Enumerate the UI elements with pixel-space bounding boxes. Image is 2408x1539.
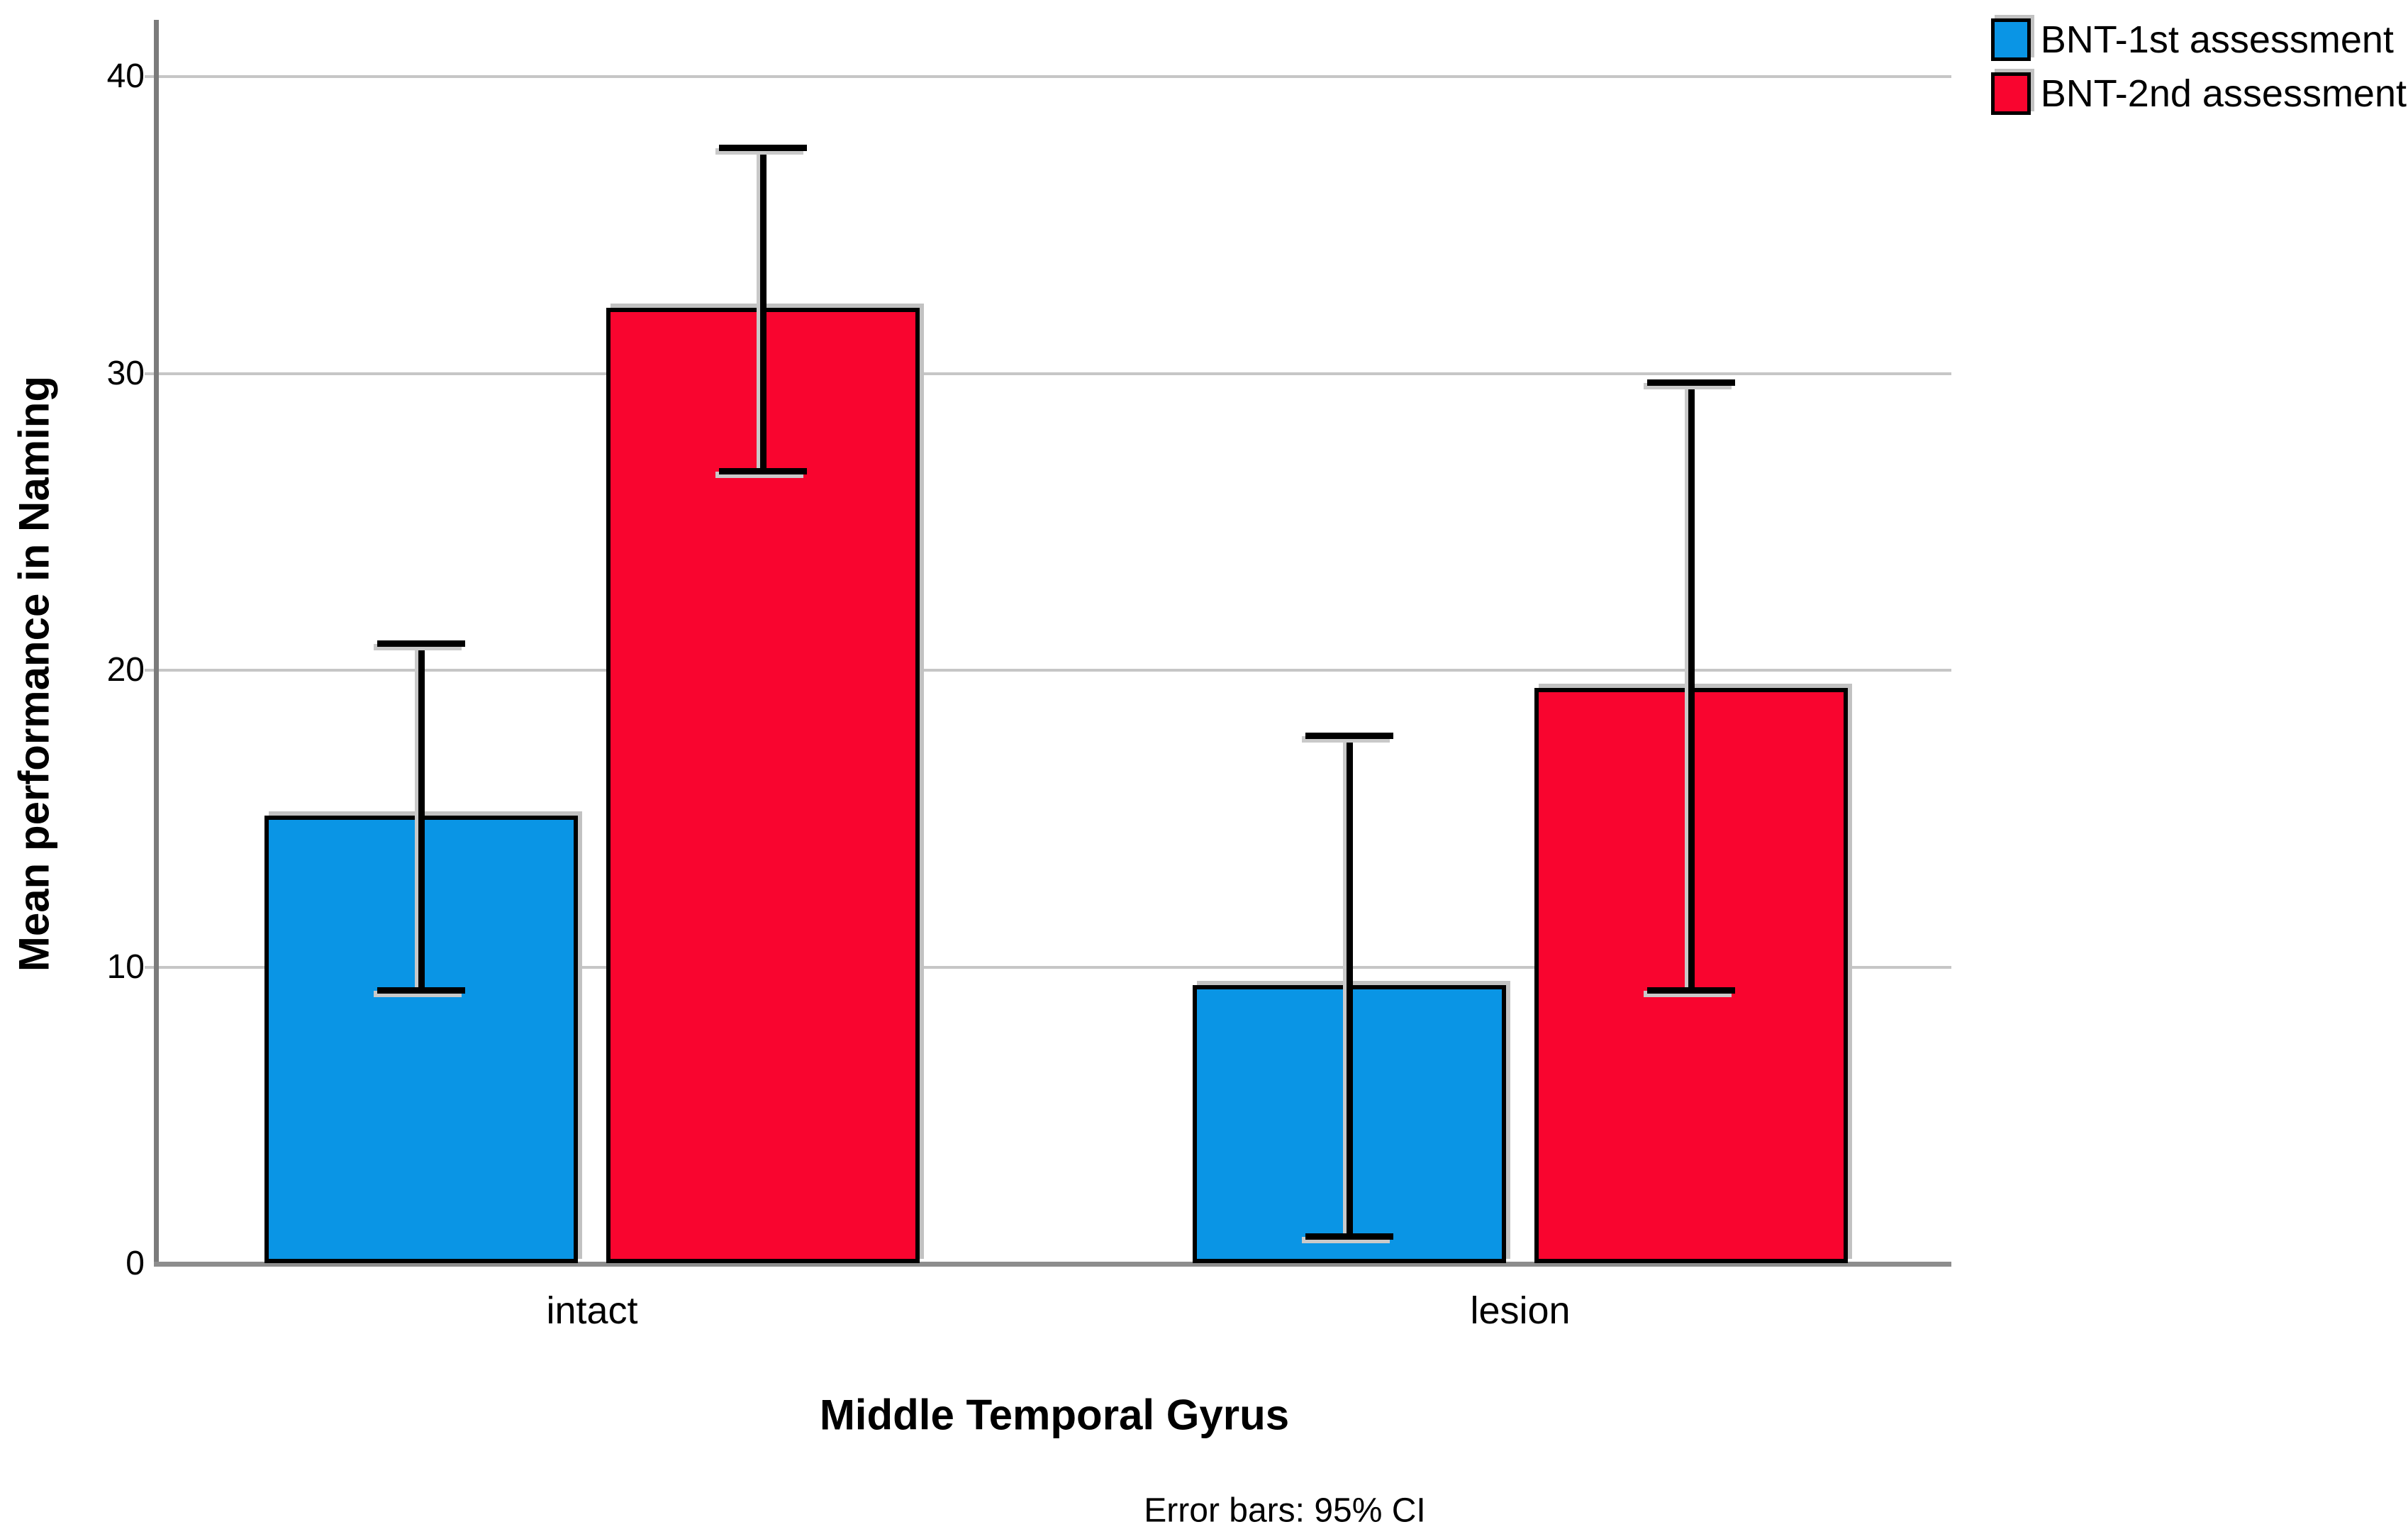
error-bar-intact-series1-cap-top [377,640,465,647]
error-bar-intact-series1-cap-bottom [377,987,465,994]
y-tick-label-10: 10 [106,948,145,986]
error-bar-intact-series2-stem [760,148,767,472]
y-tick-mark-20 [145,669,157,672]
x-category-label-lesion: lesion [1470,1289,1571,1332]
x-category-label-intact: intact [546,1289,638,1332]
gridline-40 [157,75,1951,78]
y-tick-mark-40 [145,75,157,78]
y-tick-mark-30 [145,372,157,375]
legend: BNT-1st assessment BNT-2nd assessment [1990,18,2407,115]
error-bar-lesion-series1-cap-bottom [1305,1233,1393,1240]
x-axis-title: Middle Temporal Gyrus [819,1391,1290,1439]
x-axis-baseline [154,1262,1951,1267]
y-tick-mark-10 [145,966,157,969]
error-bar-intact-series1-stem [418,643,425,991]
error-bar-intact-series2-cap-top [719,145,807,151]
legend-swatch-icon [1990,72,2031,115]
y-tick-label-0: 0 [126,1245,145,1282]
y-tick-label-30: 30 [106,355,145,392]
error-bar-intact-series2-cap-bottom [719,468,807,474]
y-axis-line [154,20,159,1267]
legend-item-series2: BNT-2nd assessment [1990,72,2407,115]
error-bar-lesion-series2-cap-bottom [1647,987,1735,994]
legend-label: BNT-1st assessment [2040,18,2394,61]
error-bar-lesion-series1-stem [1347,735,1353,1237]
gridline-30 [157,372,1951,375]
y-tick-label-40: 40 [106,57,145,95]
legend-item-series1: BNT-1st assessment [1990,18,2407,61]
error-bars-footnote: Error bars: 95% CI [1144,1491,1426,1530]
error-bar-lesion-series2-cap-top [1647,379,1735,386]
legend-label: BNT-2nd assessment [2040,72,2407,115]
error-bar-lesion-series1-cap-top [1305,733,1393,739]
legend-swatch-icon [1990,18,2031,61]
error-bar-lesion-series2-stem [1688,382,1695,991]
y-tick-label-20: 20 [106,651,145,689]
gridline-20 [157,669,1951,672]
gridline-10 [157,966,1951,969]
